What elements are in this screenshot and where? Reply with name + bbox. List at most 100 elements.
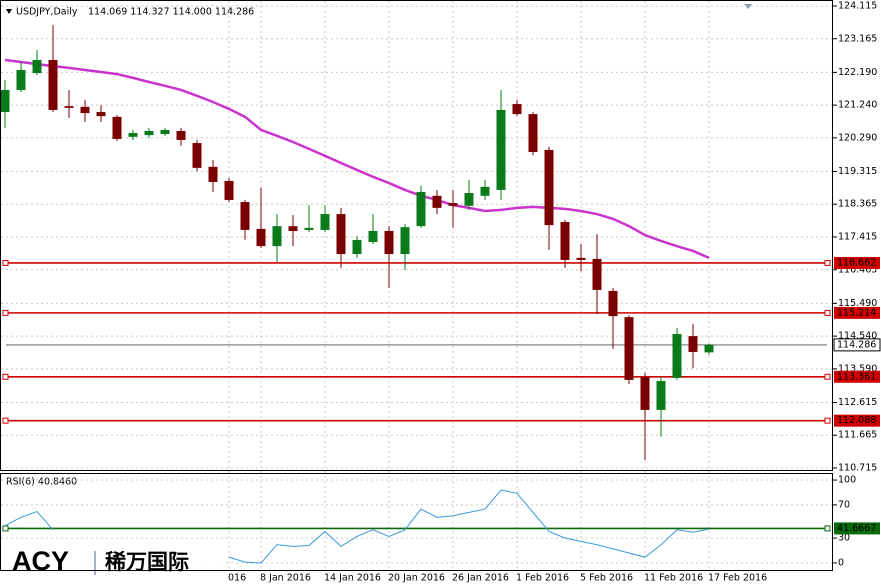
level-anchor	[2, 417, 9, 424]
y-tick-label: 112.615	[838, 397, 877, 408]
shift-marker	[744, 4, 752, 9]
y-tick-label: 117.415	[838, 231, 877, 242]
watermark-box	[1, 540, 225, 584]
candle-body	[704, 344, 714, 353]
candle-body	[176, 130, 186, 140]
x-tick-label: 17 Feb 2016	[708, 573, 767, 584]
price-panel-frame	[0, 0, 833, 471]
candle-body	[432, 195, 442, 208]
y-tick-label: 118.365	[838, 199, 877, 210]
candle-body	[592, 258, 602, 290]
candle-body	[352, 239, 362, 255]
y-tick-label: 120.290	[838, 132, 877, 143]
candle-body	[672, 334, 682, 378]
level-label: 114.286	[837, 339, 876, 350]
candle-body	[640, 377, 650, 410]
candle-body	[448, 203, 458, 206]
candle-body	[336, 214, 346, 255]
level-label-box	[834, 370, 880, 383]
level-anchor	[2, 309, 9, 316]
level-label-box	[834, 522, 880, 535]
chart-title: USDJPY,Daily	[16, 7, 78, 18]
x-tick-label: 20 Jan 2016	[388, 573, 445, 584]
level-label: 113.361	[837, 371, 876, 382]
candle-body	[16, 69, 26, 90]
candle-body	[480, 186, 490, 196]
candle-body	[224, 180, 234, 200]
candle-body	[544, 149, 554, 226]
candle-body	[144, 130, 154, 136]
candle-body	[288, 226, 298, 231]
y-tick-label: 124.115	[838, 0, 877, 11]
level-label-box	[834, 256, 880, 269]
x-tick-label: 5 Feb 2016	[580, 573, 633, 584]
candle-body	[96, 112, 106, 117]
candle-body	[512, 104, 522, 115]
y-tick-label: 122.190	[838, 67, 877, 78]
candle-body	[384, 230, 394, 255]
candle-body	[320, 214, 330, 230]
candle-body	[576, 257, 586, 260]
rsi-panel-frame	[0, 473, 833, 571]
candle-body	[560, 222, 570, 260]
candle-body	[608, 290, 618, 317]
candle-body	[128, 133, 138, 137]
candle-body	[256, 228, 266, 247]
y-tick-label: 0	[838, 557, 844, 568]
moving-average	[4, 58, 710, 260]
candle-body	[416, 192, 426, 227]
watermark-brand: ACY	[12, 546, 69, 576]
x-tick-label: 11 Feb 2016	[644, 573, 703, 584]
level-label: 41.6667	[837, 523, 876, 534]
level-label: 116.662	[837, 257, 876, 268]
x-tick-label: 016	[228, 573, 246, 584]
rsi-line	[4, 489, 710, 564]
x-tick-label: 8 Jan 2016	[260, 573, 311, 584]
candle-body	[208, 166, 218, 183]
candle-body	[304, 227, 314, 230]
candle-body	[112, 116, 122, 139]
level-label-box	[834, 414, 880, 427]
x-tick-label: 1 Feb 2016	[516, 573, 569, 584]
x-tick-label: 26 Jan 2016	[452, 573, 509, 584]
y-tick-label: 114.540	[838, 331, 877, 342]
y-tick-label: 121.240	[838, 100, 877, 111]
level-label: 112.088	[837, 415, 876, 426]
candle-body	[656, 380, 666, 410]
y-tick-label: 123.165	[838, 33, 877, 44]
menu-triangle	[6, 9, 12, 14]
level-anchor	[824, 525, 831, 532]
level-anchor	[2, 525, 9, 532]
x-tick-label: 14 Jan 2016	[324, 573, 381, 584]
y-tick-label: 119.315	[838, 166, 877, 177]
y-tick-label: 115.490	[838, 298, 877, 309]
candle-body	[32, 59, 42, 74]
candle-body	[80, 106, 90, 114]
level-anchor	[824, 373, 831, 380]
level-label-box	[834, 306, 880, 319]
candle-body	[400, 227, 410, 255]
y-tick-label: 100	[838, 475, 856, 486]
watermark: ACY 稀万国际	[1, 540, 225, 584]
candle-body	[368, 230, 378, 242]
candle-body	[64, 106, 74, 108]
level-anchor	[2, 373, 9, 380]
candle-body	[272, 226, 282, 247]
y-tick-label: 113.590	[838, 363, 877, 374]
candle-body	[48, 59, 58, 110]
candle-body	[624, 317, 634, 380]
y-tick-label: 70	[838, 499, 850, 510]
rsi-title: RSI(6) 40.8460	[6, 477, 77, 488]
level-anchor	[2, 259, 9, 266]
y-tick-label: 111.665	[838, 430, 877, 441]
candle-body	[160, 129, 170, 135]
level-anchor	[824, 309, 831, 316]
candle-body	[688, 336, 698, 352]
level-anchor	[824, 259, 831, 266]
candle-body	[240, 202, 250, 230]
level-anchor	[824, 417, 831, 424]
candle-body	[192, 143, 202, 168]
y-tick-label: 30	[838, 533, 850, 544]
